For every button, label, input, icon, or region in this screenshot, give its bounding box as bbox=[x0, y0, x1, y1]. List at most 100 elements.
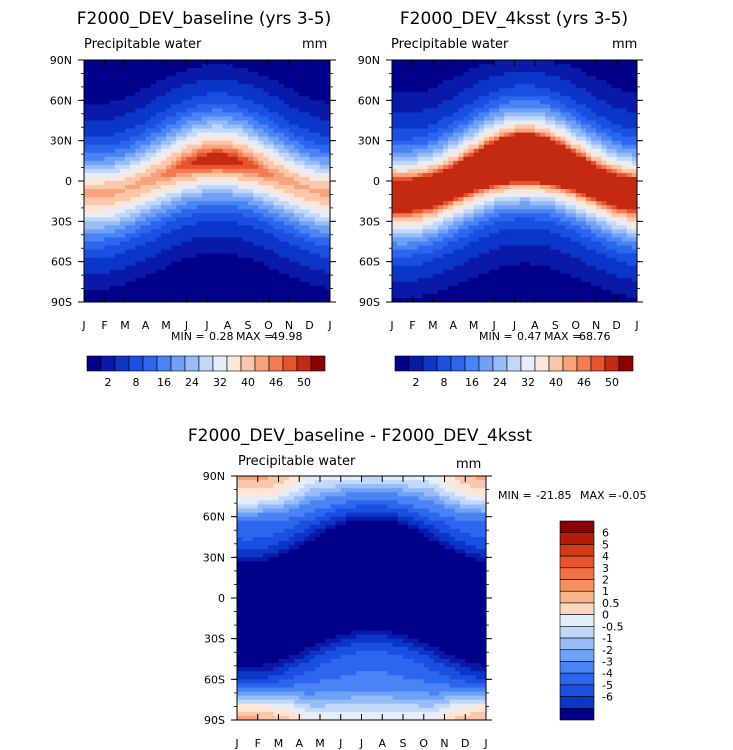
field-cell bbox=[427, 209, 434, 214]
field-cell bbox=[278, 297, 285, 303]
field-cell bbox=[145, 76, 152, 81]
field-cell bbox=[94, 116, 100, 121]
field-cell bbox=[299, 185, 305, 190]
field-cell bbox=[84, 68, 90, 73]
field-cell bbox=[443, 172, 449, 178]
field-cell bbox=[94, 140, 100, 146]
field-cell bbox=[273, 245, 280, 250]
field-cell bbox=[119, 88, 126, 93]
field-cell bbox=[540, 132, 546, 138]
field-cell bbox=[616, 76, 623, 81]
field-cell bbox=[166, 68, 172, 73]
field-cell bbox=[176, 261, 182, 267]
field-cell bbox=[191, 205, 198, 210]
field-cell bbox=[427, 205, 434, 210]
field-cell bbox=[237, 172, 244, 178]
field-cell bbox=[319, 104, 326, 109]
field-cell bbox=[468, 144, 475, 150]
field-cell bbox=[437, 160, 444, 166]
field-cell bbox=[258, 249, 264, 254]
field-cell bbox=[186, 156, 193, 162]
field-cell bbox=[499, 148, 505, 154]
field-cell bbox=[171, 273, 177, 279]
field-cell bbox=[176, 201, 182, 206]
field-cell bbox=[545, 193, 551, 198]
field-cell bbox=[591, 120, 597, 125]
field-cell bbox=[504, 80, 510, 85]
field-cell bbox=[160, 156, 167, 162]
field-cell bbox=[258, 277, 264, 283]
field-cell bbox=[201, 193, 208, 198]
field-cell bbox=[529, 176, 536, 182]
field-cell bbox=[268, 269, 275, 275]
field-cell bbox=[422, 124, 429, 129]
field-cell bbox=[324, 76, 331, 81]
field-cell bbox=[626, 96, 633, 101]
field-cell bbox=[294, 72, 300, 77]
field-cell bbox=[99, 297, 105, 303]
field-cell bbox=[217, 176, 223, 182]
field-cell bbox=[478, 209, 485, 214]
field-cell bbox=[191, 156, 198, 162]
field-cell bbox=[299, 172, 305, 178]
field-cell bbox=[196, 100, 203, 105]
field-cell bbox=[304, 116, 310, 121]
field-cell bbox=[242, 104, 249, 109]
field-cell bbox=[309, 68, 316, 73]
field-cell bbox=[550, 140, 556, 146]
field-cell bbox=[314, 160, 321, 166]
field-cell bbox=[606, 84, 612, 89]
field-cell bbox=[289, 265, 295, 271]
field-cell bbox=[509, 156, 515, 162]
field-cell bbox=[585, 64, 592, 69]
field-cell bbox=[273, 265, 280, 271]
field-cell bbox=[494, 104, 500, 109]
field-cell bbox=[181, 269, 187, 275]
field-cell bbox=[534, 144, 541, 150]
field-cell bbox=[186, 84, 193, 89]
field-cell bbox=[540, 60, 546, 65]
field-cell bbox=[253, 285, 259, 291]
field-cell bbox=[392, 225, 398, 230]
field-cell bbox=[171, 88, 177, 93]
field-cell bbox=[304, 293, 310, 299]
field-cell bbox=[417, 144, 424, 150]
field-cell bbox=[437, 132, 444, 138]
field-cell bbox=[89, 225, 95, 230]
field-cell bbox=[268, 181, 275, 186]
field-cell bbox=[237, 112, 244, 117]
field-cell bbox=[268, 128, 275, 133]
field-cell bbox=[94, 281, 100, 287]
field-cell bbox=[150, 80, 157, 85]
field-cell bbox=[207, 205, 213, 210]
field-cell bbox=[227, 152, 234, 158]
field-cell bbox=[201, 269, 208, 275]
field-cell bbox=[468, 76, 475, 81]
field-cell bbox=[626, 68, 633, 73]
field-cell bbox=[155, 96, 162, 101]
field-cell bbox=[84, 148, 90, 154]
field-cell bbox=[227, 201, 234, 206]
field-cell bbox=[606, 92, 612, 97]
field-cell bbox=[201, 229, 208, 234]
field-cell bbox=[550, 96, 556, 101]
field-cell bbox=[150, 261, 157, 267]
field-cell bbox=[104, 140, 111, 146]
field-cell bbox=[263, 189, 269, 194]
field-cell bbox=[294, 164, 300, 170]
field-cell bbox=[324, 92, 331, 97]
field-cell bbox=[529, 144, 536, 150]
field-cell bbox=[278, 84, 285, 89]
field-cell bbox=[166, 273, 172, 279]
field-cell bbox=[242, 285, 249, 291]
field-cell bbox=[212, 96, 218, 101]
field-cell bbox=[191, 293, 198, 299]
field-cell bbox=[130, 245, 136, 250]
field-cell bbox=[319, 172, 326, 178]
field-cell bbox=[191, 136, 198, 142]
field-cell bbox=[499, 217, 505, 222]
field-cell bbox=[278, 257, 285, 263]
field-cell bbox=[392, 148, 398, 154]
field-cell bbox=[196, 92, 203, 97]
field-cell bbox=[253, 297, 259, 303]
